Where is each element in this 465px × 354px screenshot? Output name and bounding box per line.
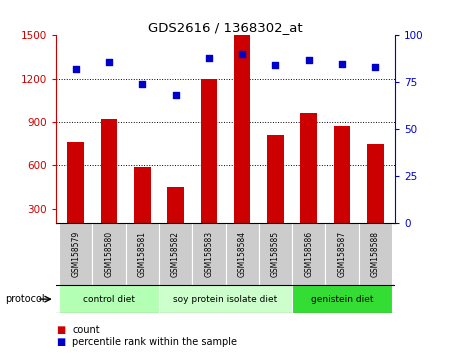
Point bbox=[305, 57, 312, 63]
Bar bbox=[200, 79, 217, 252]
Point bbox=[338, 61, 345, 67]
Text: GSM158585: GSM158585 bbox=[271, 231, 280, 277]
Bar bbox=[367, 144, 384, 252]
Text: GSM158581: GSM158581 bbox=[138, 231, 147, 277]
Point bbox=[172, 93, 179, 98]
Point bbox=[272, 63, 279, 68]
Bar bbox=[159, 285, 292, 313]
Bar bbox=[159, 223, 192, 285]
Bar bbox=[359, 223, 392, 285]
Bar bbox=[234, 35, 251, 252]
Bar bbox=[167, 187, 184, 252]
Point bbox=[239, 51, 246, 57]
Text: control diet: control diet bbox=[83, 295, 135, 304]
Text: GSM158587: GSM158587 bbox=[338, 231, 346, 277]
Text: GSM158588: GSM158588 bbox=[371, 231, 380, 277]
Text: GSM158586: GSM158586 bbox=[304, 231, 313, 277]
Bar bbox=[267, 135, 284, 252]
Bar bbox=[93, 223, 126, 285]
Text: soy protein isolate diet: soy protein isolate diet bbox=[173, 295, 278, 304]
Bar bbox=[101, 119, 117, 252]
Bar bbox=[226, 223, 259, 285]
Text: ■: ■ bbox=[56, 325, 65, 335]
Text: GSM158583: GSM158583 bbox=[205, 231, 213, 277]
Bar bbox=[59, 223, 93, 285]
Bar bbox=[334, 126, 350, 252]
Text: GSM158580: GSM158580 bbox=[105, 231, 113, 277]
Text: GSM158579: GSM158579 bbox=[71, 231, 80, 277]
Bar bbox=[126, 223, 159, 285]
Bar bbox=[67, 142, 84, 252]
Text: protocol: protocol bbox=[5, 294, 44, 304]
Point bbox=[106, 59, 113, 64]
Bar bbox=[59, 285, 159, 313]
Text: genistein diet: genistein diet bbox=[311, 295, 373, 304]
Text: GSM158584: GSM158584 bbox=[238, 231, 246, 277]
Text: percentile rank within the sample: percentile rank within the sample bbox=[72, 337, 237, 347]
Bar bbox=[292, 285, 392, 313]
Bar bbox=[134, 167, 151, 252]
Title: GDS2616 / 1368302_at: GDS2616 / 1368302_at bbox=[148, 21, 303, 34]
Bar bbox=[292, 223, 325, 285]
Text: ■: ■ bbox=[56, 337, 65, 347]
Text: GSM158582: GSM158582 bbox=[171, 231, 180, 277]
Text: count: count bbox=[72, 325, 100, 335]
Bar bbox=[259, 223, 292, 285]
Bar bbox=[300, 113, 317, 252]
Point bbox=[72, 66, 80, 72]
Point bbox=[372, 64, 379, 70]
Point bbox=[205, 55, 213, 61]
Point bbox=[139, 81, 146, 87]
Bar bbox=[192, 223, 226, 285]
Bar bbox=[326, 223, 359, 285]
